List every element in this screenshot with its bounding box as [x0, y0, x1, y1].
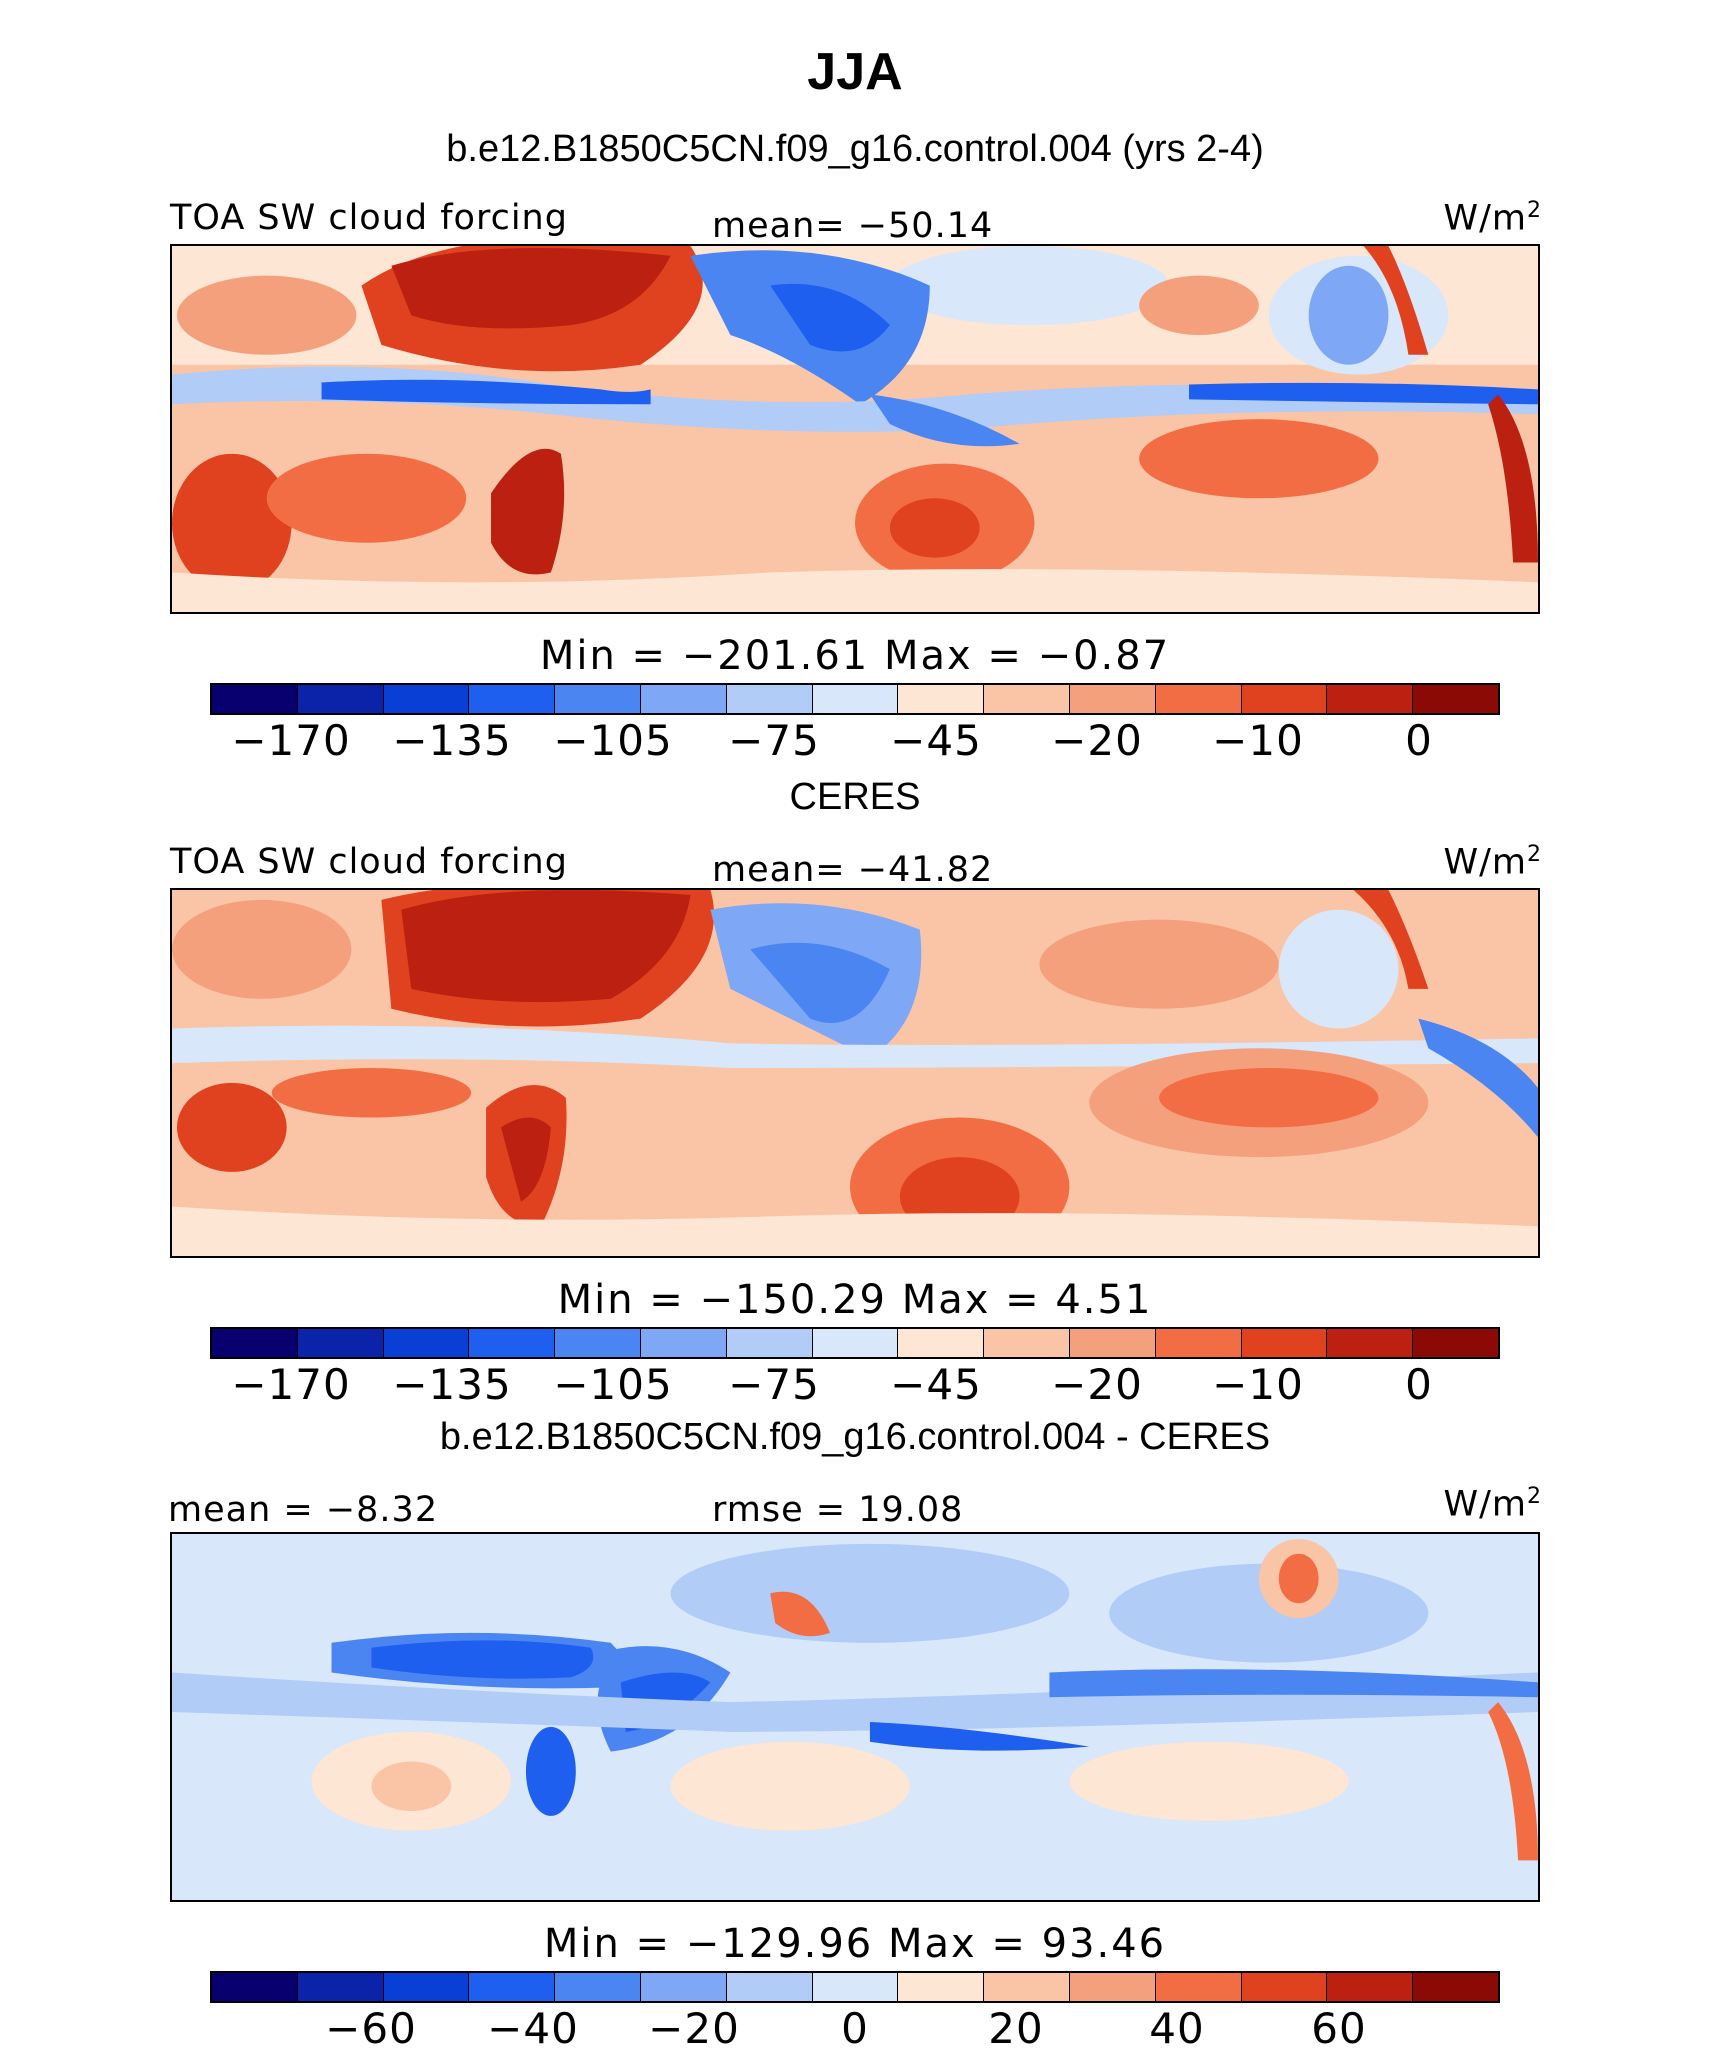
- colorbar-tick-label: −135: [392, 716, 512, 765]
- panel1-subtitle: b.e12.B1850C5CN.f09_g16.control.004 (yrs…: [446, 128, 1264, 170]
- panel3-rmse-label: rmse = 19.08: [712, 1490, 964, 1530]
- colorbar-tick-label: 0: [841, 2004, 869, 2053]
- panel2-colorbar: [210, 1327, 1500, 1359]
- colorbar-swatch: [1327, 1329, 1414, 1357]
- colorbar-swatch: [555, 1973, 641, 2001]
- colorbar-swatch: [469, 685, 556, 713]
- panel1-minmax: Min = −201.61 Max = −0.87: [539, 633, 1171, 679]
- colorbar-tick-label: −40: [487, 2004, 579, 2053]
- panel1-mean-label: mean= −50.14: [712, 206, 994, 246]
- colorbar-tick-label: −10: [1212, 1360, 1304, 1409]
- colorbar-swatch: [812, 1973, 899, 2001]
- colorbar-swatch: [383, 685, 470, 713]
- panel2-subtitle: CERES: [789, 776, 921, 818]
- panel3-map-field: [172, 1534, 1538, 1900]
- colorbar-swatch: [297, 1329, 384, 1357]
- panel1-variable-label: TOA SW cloud forcing: [170, 198, 568, 238]
- colorbar-swatch: [898, 1973, 985, 2001]
- figure-title: JJA: [807, 43, 903, 101]
- colorbar-tick-label: −135: [392, 1360, 512, 1409]
- panel3-map: [170, 1532, 1540, 1902]
- panel1-units: W/m2: [1443, 198, 1542, 239]
- colorbar-tick-label: −20: [1051, 716, 1143, 765]
- colorbar-swatch: [555, 685, 641, 713]
- colorbar-swatch: [1069, 685, 1156, 713]
- colorbar-tick-label: −45: [890, 716, 982, 765]
- colorbar-swatch: [1413, 1973, 1498, 2001]
- panel2-units: W/m2: [1443, 842, 1542, 883]
- colorbar-tick-label: 20: [988, 2004, 1044, 2053]
- colorbar-swatch: [469, 1329, 556, 1357]
- colorbar-swatch: [1241, 685, 1328, 713]
- colorbar-swatch: [984, 1329, 1070, 1357]
- colorbar-swatch: [383, 1329, 470, 1357]
- colorbar-tick-label: −20: [648, 2004, 740, 2053]
- colorbar-swatch: [212, 1973, 298, 2001]
- colorbar-swatch: [812, 1329, 899, 1357]
- panel3-subtitle: b.e12.B1850C5CN.f09_g16.control.004 - CE…: [439, 1416, 1271, 1458]
- colorbar-swatch: [1069, 1329, 1156, 1357]
- colorbar-swatch: [1155, 1329, 1242, 1357]
- colorbar-tick-label: −60: [325, 2004, 417, 2053]
- panel3-units: W/m2: [1443, 1484, 1542, 1525]
- colorbar-swatch: [640, 685, 727, 713]
- panel3-colorbar: [210, 1971, 1500, 2003]
- colorbar-swatch: [212, 685, 298, 713]
- colorbar-tick-label: −45: [890, 1360, 982, 1409]
- colorbar-swatch: [1155, 685, 1242, 713]
- panel2-variable-label: TOA SW cloud forcing: [170, 842, 568, 882]
- colorbar-swatch: [812, 685, 899, 713]
- colorbar-tick-label: −20: [1051, 1360, 1143, 1409]
- colorbar-tick-label: 60: [1311, 2004, 1367, 2053]
- colorbar-swatch: [297, 1973, 384, 2001]
- colorbar-swatch: [383, 1973, 470, 2001]
- panel3-minmax: Min = −129.96 Max = 93.46: [543, 1921, 1167, 1967]
- colorbar-swatch: [1413, 1329, 1498, 1357]
- colorbar-swatch: [1327, 685, 1414, 713]
- colorbar-tick-label: 0: [1405, 1360, 1433, 1409]
- colorbar-swatch: [1069, 1973, 1156, 2001]
- colorbar-swatch: [1241, 1973, 1328, 2001]
- colorbar-tick-label: 0: [1405, 716, 1433, 765]
- colorbar-swatch: [984, 1973, 1070, 2001]
- colorbar-swatch: [555, 1329, 641, 1357]
- colorbar-swatch: [1413, 685, 1498, 713]
- colorbar-tick-label: −10: [1212, 716, 1304, 765]
- colorbar-tick-label: −75: [728, 716, 820, 765]
- colorbar-swatch: [469, 1973, 556, 2001]
- colorbar-swatch: [1155, 1973, 1242, 2001]
- colorbar-swatch: [898, 685, 985, 713]
- panel3-mean-label: mean = −8.32: [168, 1490, 439, 1530]
- colorbar-swatch: [726, 1329, 813, 1357]
- colorbar-tick-label: 40: [1149, 2004, 1205, 2053]
- panel2-map: [170, 888, 1540, 1258]
- panel1-colorbar: [210, 683, 1500, 715]
- colorbar-swatch: [212, 1329, 298, 1357]
- colorbar-tick-label: −170: [231, 1360, 351, 1409]
- colorbar-swatch: [898, 1329, 985, 1357]
- panel2-map-field: [172, 890, 1538, 1256]
- colorbar-swatch: [1241, 1329, 1328, 1357]
- colorbar-tick-label: −170: [231, 716, 351, 765]
- panel1-map-field: [172, 246, 1538, 612]
- colorbar-swatch: [984, 685, 1070, 713]
- colorbar-swatch: [640, 1973, 727, 2001]
- colorbar-tick-label: −105: [553, 1360, 673, 1409]
- panel2-mean-label: mean= −41.82: [712, 850, 994, 890]
- colorbar-swatch: [726, 685, 813, 713]
- colorbar-swatch: [726, 1973, 813, 2001]
- colorbar-swatch: [297, 685, 384, 713]
- colorbar-swatch: [640, 1329, 727, 1357]
- panel2-minmax: Min = −150.29 Max = 4.51: [557, 1277, 1153, 1323]
- colorbar-tick-label: −105: [553, 716, 673, 765]
- colorbar-swatch: [1327, 1973, 1414, 2001]
- colorbar-tick-label: −75: [728, 1360, 820, 1409]
- panel1-map: [170, 244, 1540, 614]
